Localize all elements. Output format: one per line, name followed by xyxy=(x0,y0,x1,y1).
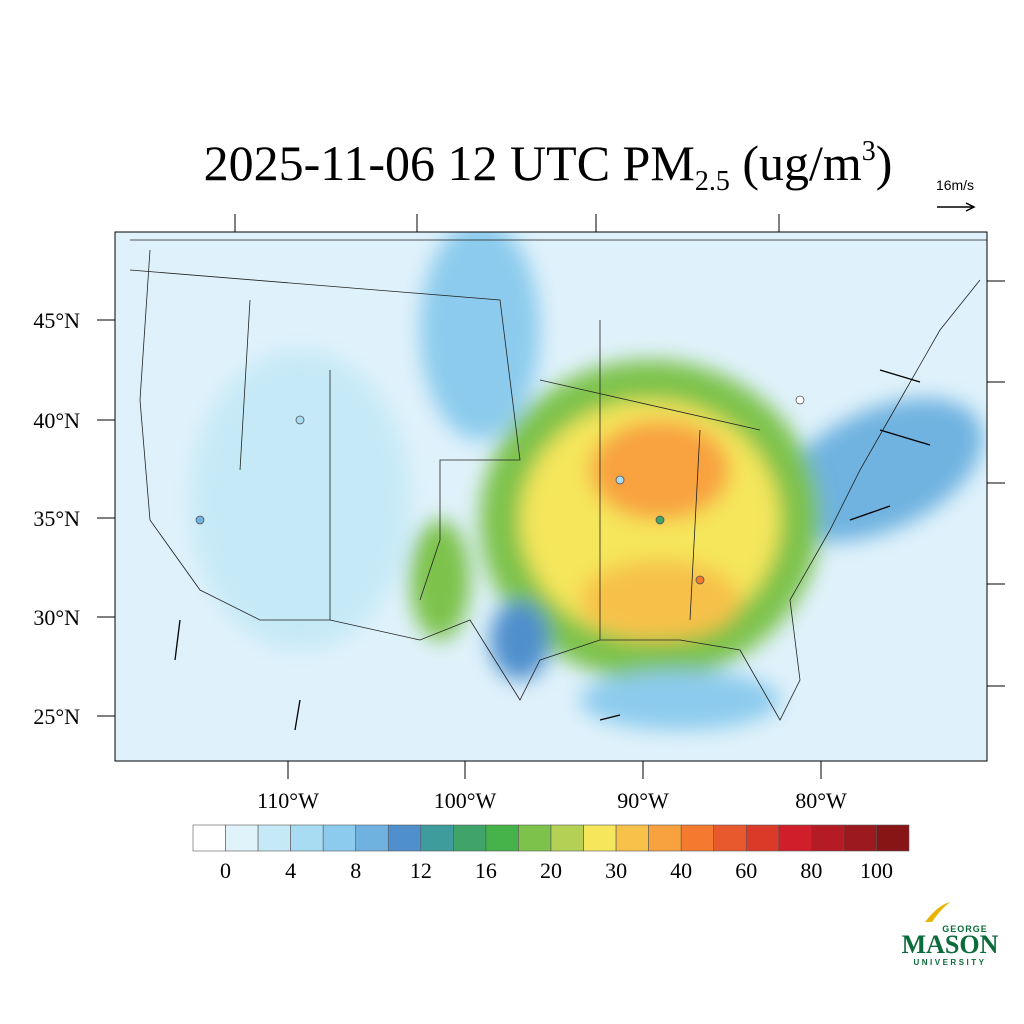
colorbar-label: 60 xyxy=(735,858,757,883)
title-main: 2025-11-06 12 UTC PM xyxy=(204,135,695,191)
title-sup: 3 xyxy=(862,136,876,167)
colorbar-box xyxy=(648,824,682,852)
colorbar-box xyxy=(583,824,617,852)
colorbar-box xyxy=(876,824,910,852)
colorbar-box xyxy=(290,824,324,852)
colorbar-box xyxy=(192,824,226,852)
lon-label: 90°W xyxy=(617,788,669,813)
colorbar-box xyxy=(843,824,877,852)
colorbar-label: 40 xyxy=(670,858,692,883)
logo-bottom: UNIVERSITY xyxy=(913,958,986,967)
colorbar-label: 20 xyxy=(540,858,562,883)
colorbar-box xyxy=(225,824,259,852)
lon-label: 110°W xyxy=(257,788,319,813)
colorbar-label: 100 xyxy=(860,858,893,883)
vector-reference-arrow xyxy=(937,202,976,212)
colorbar-label: 16 xyxy=(475,858,497,883)
colorbar-box xyxy=(745,824,780,852)
colorbar-box xyxy=(355,824,389,852)
colorbar-label: 30 xyxy=(605,858,627,883)
logo: GEORGE MASON UNIVERSITY xyxy=(902,902,999,967)
logo-main: MASON xyxy=(902,930,999,959)
colorbar-box xyxy=(387,824,422,852)
title-sub: 2.5 xyxy=(695,166,730,197)
colorbar-box xyxy=(615,824,649,852)
lat-label: 35°N xyxy=(33,506,80,531)
lon-label: 80°W xyxy=(795,788,847,813)
colorbar-box xyxy=(322,824,357,852)
lat-label: 25°N xyxy=(33,704,80,729)
colorbar-box xyxy=(257,824,291,852)
map-field xyxy=(115,232,987,761)
vector-reference-label: 16m/s xyxy=(936,177,974,193)
lat-label: 40°N xyxy=(33,408,80,433)
lon-label: 100°W xyxy=(434,788,497,813)
colorbar-label: 80 xyxy=(800,858,822,883)
map-ticks xyxy=(97,214,1005,779)
colorbar-label: 0 xyxy=(220,858,231,883)
colorbar-box xyxy=(713,824,747,852)
colorbar-label: 4 xyxy=(285,858,296,883)
colorbar-box xyxy=(453,824,487,852)
colorbar-box xyxy=(550,824,584,852)
colorbar-box xyxy=(778,824,812,852)
lat-label: 45°N xyxy=(33,308,80,333)
colorbar-box xyxy=(420,824,454,852)
colorbar-box xyxy=(811,824,845,852)
colorbar-label: 8 xyxy=(350,858,361,883)
title-close: ) xyxy=(876,135,893,191)
colorbar-label: 12 xyxy=(410,858,432,883)
colorbar-box xyxy=(518,824,552,852)
lat-label: 30°N xyxy=(33,605,80,630)
colorbar-box xyxy=(485,824,519,852)
map-frame xyxy=(114,231,988,762)
logo-top: GEORGE xyxy=(942,924,988,934)
colorbar-box xyxy=(680,824,715,852)
map-title: 2025-11-06 12 UTC PM2.5 (ug/m3) xyxy=(204,135,893,197)
title-unit: (ug/m xyxy=(730,135,862,191)
